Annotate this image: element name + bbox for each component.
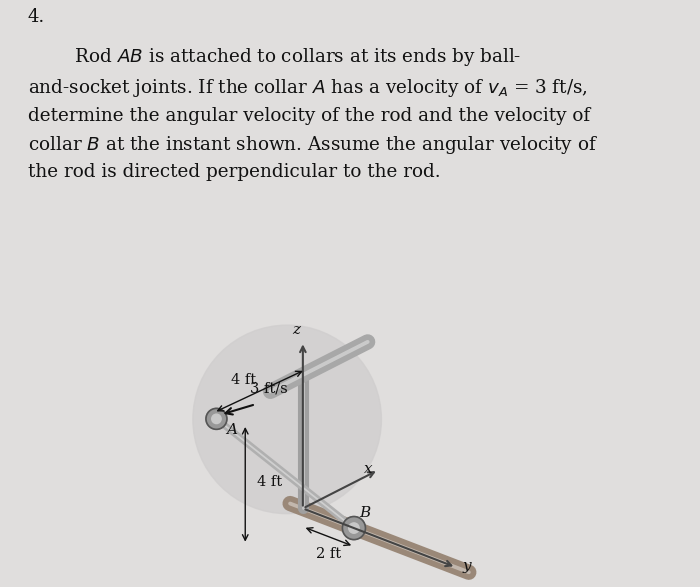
Text: Rod $\mathit{AB}$ is attached to collars at its ends by ball-
and-socket joints.: Rod $\mathit{AB}$ is attached to collars… (28, 46, 598, 181)
Text: 4 ft: 4 ft (258, 475, 282, 488)
Text: z: z (293, 323, 300, 336)
Text: 4 ft: 4 ft (232, 373, 256, 387)
Text: y: y (462, 559, 471, 573)
Text: B: B (359, 505, 370, 519)
Text: 2 ft: 2 ft (316, 548, 341, 561)
Text: 4.: 4. (28, 8, 46, 26)
Circle shape (349, 523, 359, 533)
Circle shape (193, 325, 382, 514)
Text: x: x (364, 461, 372, 475)
Circle shape (211, 414, 221, 424)
Circle shape (206, 409, 227, 429)
Text: A: A (226, 423, 237, 437)
Text: 3 ft/s: 3 ft/s (251, 382, 288, 396)
Circle shape (342, 517, 365, 539)
